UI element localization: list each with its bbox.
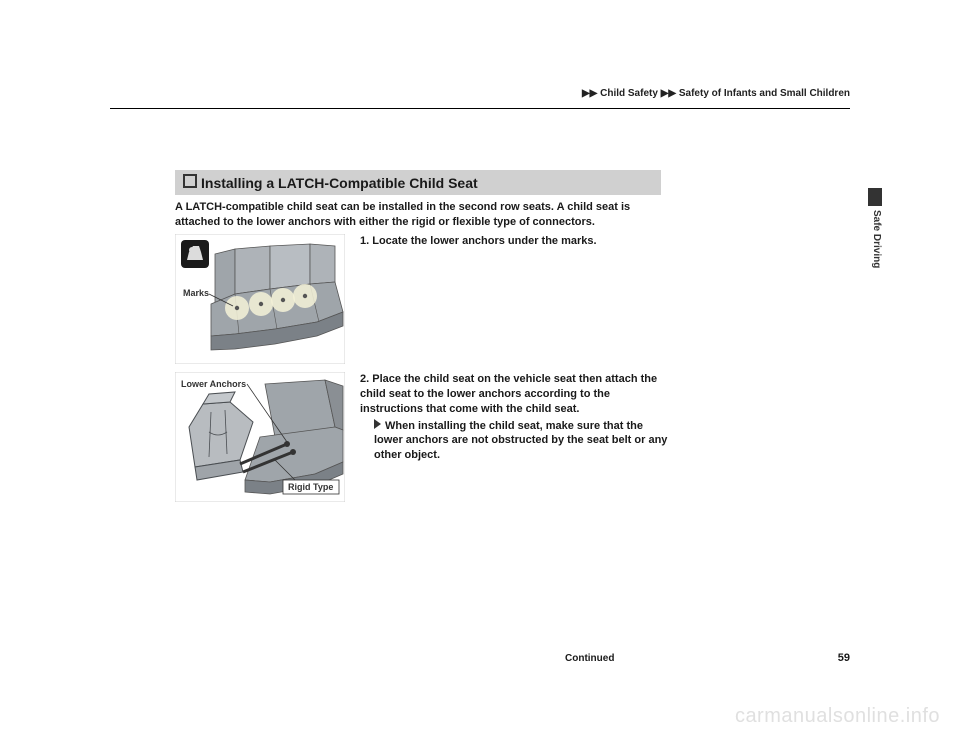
step-2-main: 2. Place the child seat on the vehicle s…	[360, 372, 670, 417]
section-heading: Installing a LATCH-Compatible Child Seat	[175, 170, 661, 195]
intro-text: A LATCH-compatible child seat can be ins…	[175, 200, 675, 230]
page-number: 59	[838, 652, 850, 664]
side-tab	[868, 188, 882, 206]
marks-label: Marks	[183, 288, 209, 298]
breadcrumb: ▶▶ Child Safety ▶▶ Safety of Infants and…	[582, 88, 850, 99]
step-2-bullet: When installing the child seat, make sur…	[374, 420, 667, 462]
breadcrumb-part1: Child Safety	[600, 88, 658, 99]
step-1: 1. Locate the lower anchors under the ma…	[360, 234, 670, 249]
triangle-bullet-icon	[374, 419, 381, 429]
breadcrumb-arrow: ▶▶	[661, 88, 676, 99]
header-rule	[110, 108, 850, 109]
figure-lower-anchors: Lower Anchors Rigid Type	[175, 372, 345, 502]
breadcrumb-part2: Safety of Infants and Small Children	[679, 88, 850, 99]
continued-label: Continued	[565, 653, 614, 664]
figure-seat-marks: Marks	[175, 234, 345, 364]
heading-square-icon	[183, 174, 197, 188]
section-heading-text: Installing a LATCH-Compatible Child Seat	[201, 175, 478, 191]
step-2: 2. Place the child seat on the vehicle s…	[360, 372, 670, 463]
side-label: Safe Driving	[871, 210, 882, 268]
breadcrumb-arrow: ▶▶	[582, 88, 597, 99]
rigid-type-label: Rigid Type	[288, 482, 333, 492]
lower-anchors-label: Lower Anchors	[181, 379, 246, 389]
watermark: carmanualsonline.info	[735, 705, 940, 728]
